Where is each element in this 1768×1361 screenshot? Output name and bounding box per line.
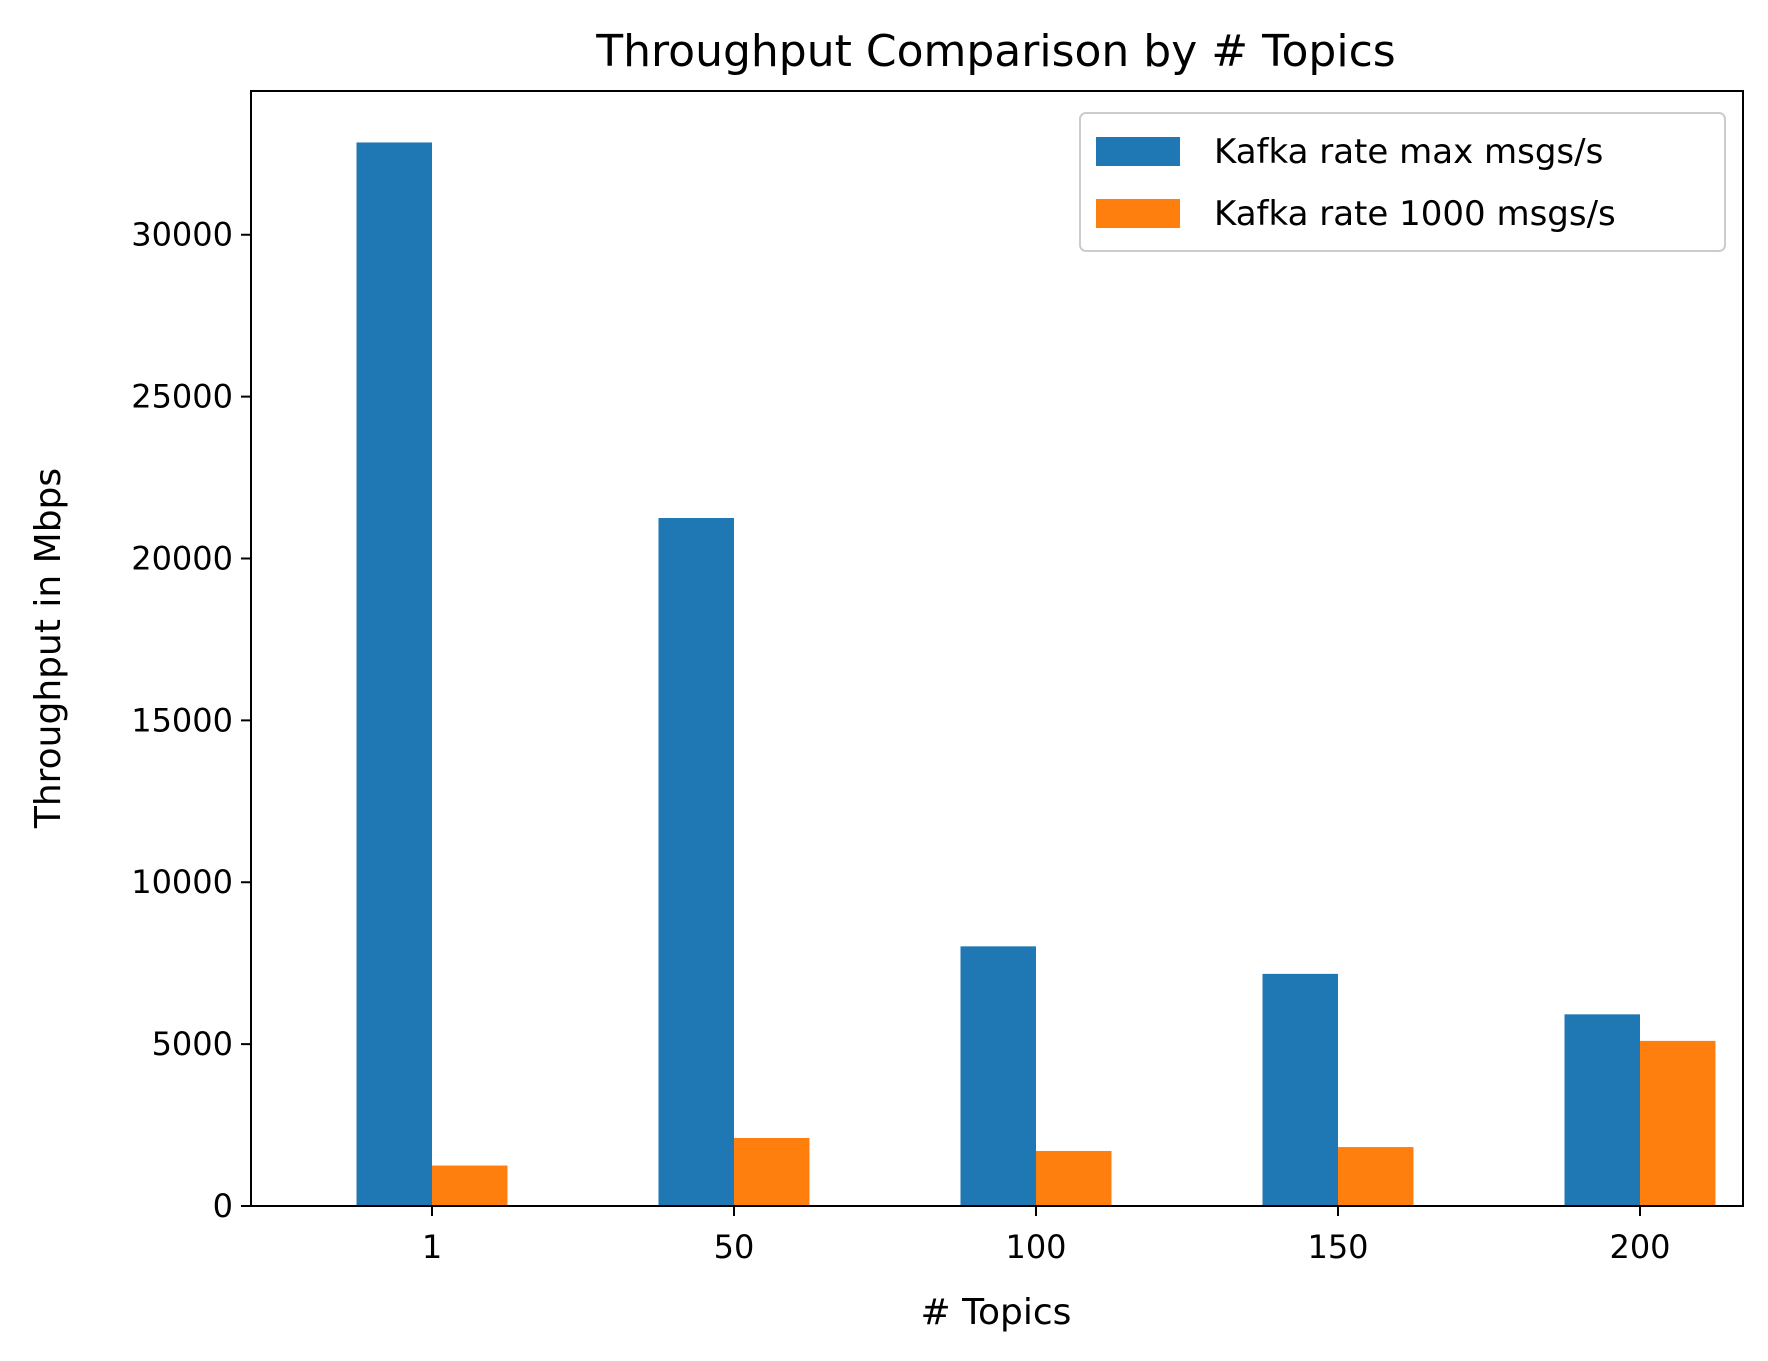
legend-swatch-kafka-1000	[1096, 199, 1180, 228]
y-axis-label: Throughput in Mbps	[28, 468, 69, 829]
y-tick-label: 5000	[152, 1025, 233, 1063]
bar-series-1-cat-50	[734, 1138, 810, 1206]
x-tick-label: 1	[422, 1228, 442, 1266]
bar-series-0-cat-50	[658, 518, 734, 1206]
bars-group	[356, 142, 1716, 1207]
bar-series-0-cat-150	[1262, 973, 1338, 1206]
legend-label-kafka-1000: Kafka rate 1000 msgs/s	[1214, 194, 1616, 234]
legend-label-kafka-max: Kafka rate max msgs/s	[1214, 132, 1603, 172]
y-tick-label: 30000	[131, 216, 233, 254]
legend: Kafka rate max msgs/s Kafka rate 1000 ms…	[1079, 112, 1726, 252]
bar-series-1-cat-200	[1640, 1040, 1716, 1206]
bar-series-1-cat-1	[432, 1165, 508, 1206]
x-axis-label: # Topics	[921, 1292, 1072, 1333]
y-tick-label: 25000	[131, 378, 233, 416]
y-tick-label: 10000	[131, 863, 233, 901]
x-tick-label: 200	[1609, 1228, 1670, 1266]
x-axis: 1 50 100 150 200	[422, 1206, 1671, 1266]
x-tick-label: 150	[1307, 1228, 1368, 1266]
bar-series-1-cat-100	[1036, 1150, 1112, 1206]
y-tick-label: 15000	[131, 701, 233, 739]
bar-series-0-cat-200	[1564, 1014, 1640, 1206]
bar-series-1-cat-150	[1338, 1147, 1414, 1206]
y-axis: 0 5000 10000 15000 20000 25000 30000	[131, 216, 251, 1225]
x-tick-label: 50	[714, 1228, 755, 1266]
y-tick-label: 20000	[131, 539, 233, 577]
bar-series-0-cat-1	[356, 142, 432, 1207]
y-tick-label: 0	[213, 1187, 233, 1225]
bar-series-0-cat-100	[960, 946, 1036, 1206]
legend-swatch-kafka-max	[1096, 137, 1180, 166]
x-tick-label: 100	[1005, 1228, 1066, 1266]
chart-title: Throughput Comparison by # Topics	[595, 26, 1395, 77]
plot-frame	[250, 90, 1744, 1207]
legend-frame	[1079, 112, 1726, 252]
